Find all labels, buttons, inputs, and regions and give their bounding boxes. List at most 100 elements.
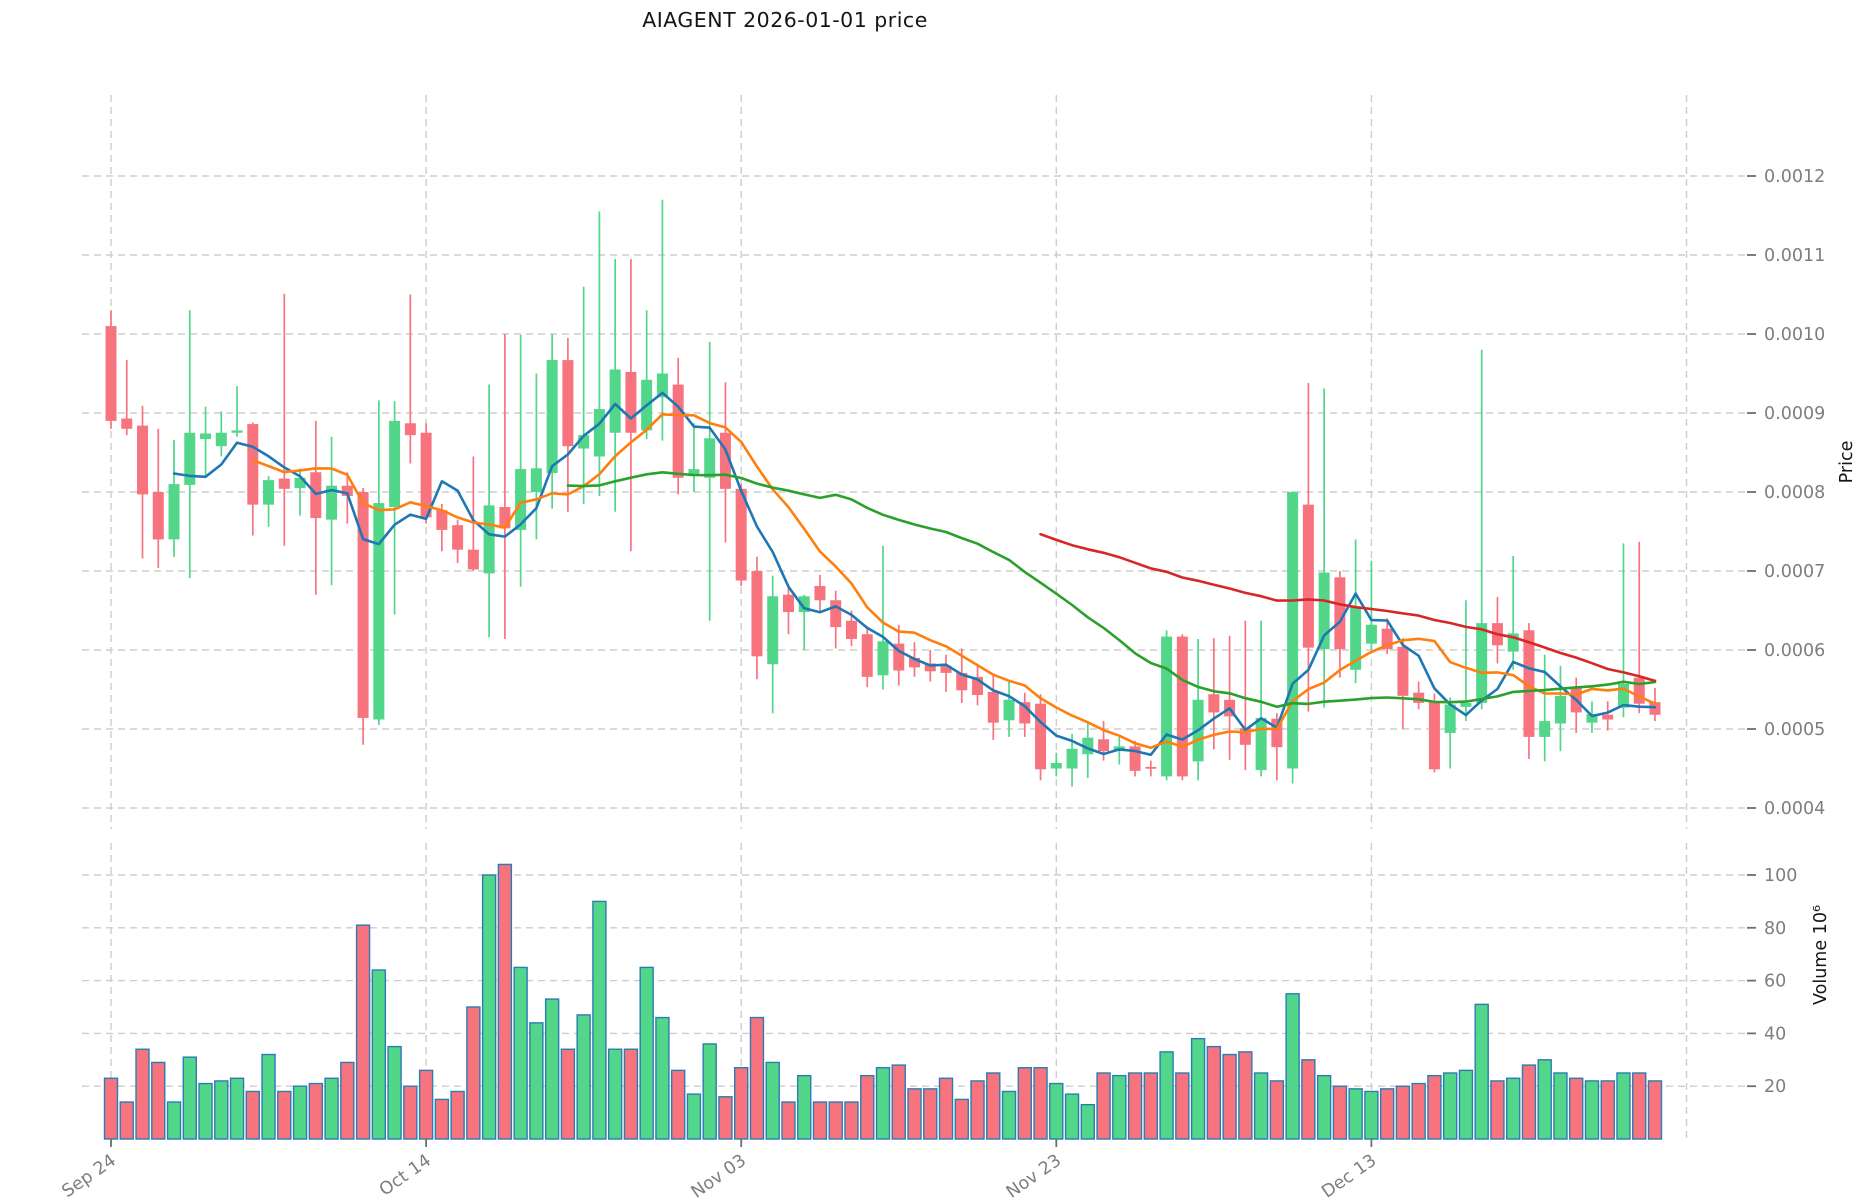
volume-bar (481, 874, 497, 1140)
candle (310, 420, 322, 595)
volume-bar (198, 1082, 213, 1140)
candle-body (782, 594, 794, 613)
candle (814, 574, 826, 611)
volume-bar (1569, 1077, 1584, 1140)
volume-bar (1033, 1067, 1048, 1140)
candle-body (1287, 492, 1299, 769)
candle (1066, 733, 1078, 787)
candle (215, 411, 227, 457)
candle-body (105, 326, 117, 421)
candle-body (1161, 636, 1173, 777)
candle-body (1019, 702, 1031, 724)
volume-bar (1269, 1080, 1285, 1140)
candle-body (357, 492, 369, 718)
volume-bar (655, 1016, 670, 1140)
price-tick-label: 0.0011 (1764, 246, 1825, 266)
candle-body (814, 586, 826, 601)
candle (1255, 620, 1267, 777)
candle (1476, 349, 1488, 710)
volume-bar (182, 1056, 197, 1140)
candle-body (546, 360, 558, 474)
candle (231, 386, 243, 437)
candle (373, 400, 385, 726)
volume-bar (1222, 1053, 1237, 1140)
volume-bar (1474, 1003, 1489, 1140)
volume-bar (812, 1101, 828, 1140)
volume-bar (923, 1088, 938, 1140)
candle-body (1066, 748, 1078, 769)
ma-30-line (566, 471, 1657, 709)
candle-body (1476, 623, 1488, 703)
candle-body (1602, 714, 1614, 720)
candle (688, 423, 700, 492)
candle (263, 476, 275, 527)
volume-tick-label: 80 (1764, 919, 1786, 939)
candle (1318, 388, 1330, 708)
date-tick-label: Nov 03 (688, 1151, 750, 1202)
candle (1633, 541, 1645, 714)
candle-body (798, 596, 810, 613)
volume-axis-title: Volume 10⁶ (1811, 905, 1831, 1005)
candle (121, 360, 133, 436)
candle (1035, 694, 1047, 781)
candle-body (578, 435, 590, 449)
price-tick-label: 0.0009 (1764, 404, 1825, 424)
price-tick-label: 0.0012 (1764, 167, 1825, 187)
candle (782, 586, 794, 635)
candle-body (625, 371, 637, 433)
candle (1003, 681, 1015, 737)
candle-body (767, 596, 779, 665)
candle-body (263, 480, 275, 505)
ma-60-line (1039, 532, 1657, 683)
candle (972, 665, 984, 706)
candle-body (1413, 692, 1425, 703)
volume-bar (229, 1077, 245, 1140)
candle (483, 384, 495, 638)
candle-body (168, 484, 180, 540)
candle (530, 373, 542, 540)
date-tick-label: Oct 14 (376, 1151, 435, 1201)
candle (1491, 597, 1503, 664)
candle (436, 503, 448, 552)
candle-body (719, 432, 731, 489)
candle-body (294, 477, 306, 489)
candle (1224, 635, 1236, 760)
volume-bar (1411, 1082, 1426, 1140)
volume-bar (734, 1067, 749, 1140)
candle (1334, 571, 1346, 678)
candle (404, 294, 416, 464)
candle-body (436, 510, 448, 530)
candle-body (956, 672, 968, 691)
candle-body (688, 469, 700, 477)
volume-bar (1348, 1088, 1363, 1140)
candle-body (530, 468, 542, 492)
candle-body (200, 433, 212, 440)
candle (1208, 638, 1220, 750)
volume-bar (686, 1093, 702, 1140)
candle (893, 624, 905, 686)
candle-body (940, 665, 952, 673)
volume-bar (986, 1072, 1001, 1140)
volume-bar (1458, 1069, 1474, 1140)
candle (641, 310, 653, 440)
volume-bar (1442, 1072, 1458, 1140)
volume-bar (166, 1101, 182, 1140)
candle (1381, 618, 1393, 654)
volume-bar (765, 1061, 780, 1140)
candle (1554, 665, 1566, 752)
candle-body (1507, 633, 1519, 652)
tick-marks (110, 175, 1756, 1147)
candle (1145, 760, 1157, 777)
candle-body (751, 571, 763, 657)
volume-bar (1285, 993, 1300, 1140)
candle (357, 488, 369, 745)
candle-body (1145, 766, 1157, 769)
candle-body (1239, 728, 1251, 745)
candle (1019, 692, 1031, 737)
candle-body (1365, 624, 1377, 644)
volume-bar (371, 969, 387, 1140)
volume-bar (450, 1090, 465, 1140)
candle (105, 310, 117, 429)
candle (751, 556, 763, 680)
volume-bar (1647, 1080, 1663, 1140)
